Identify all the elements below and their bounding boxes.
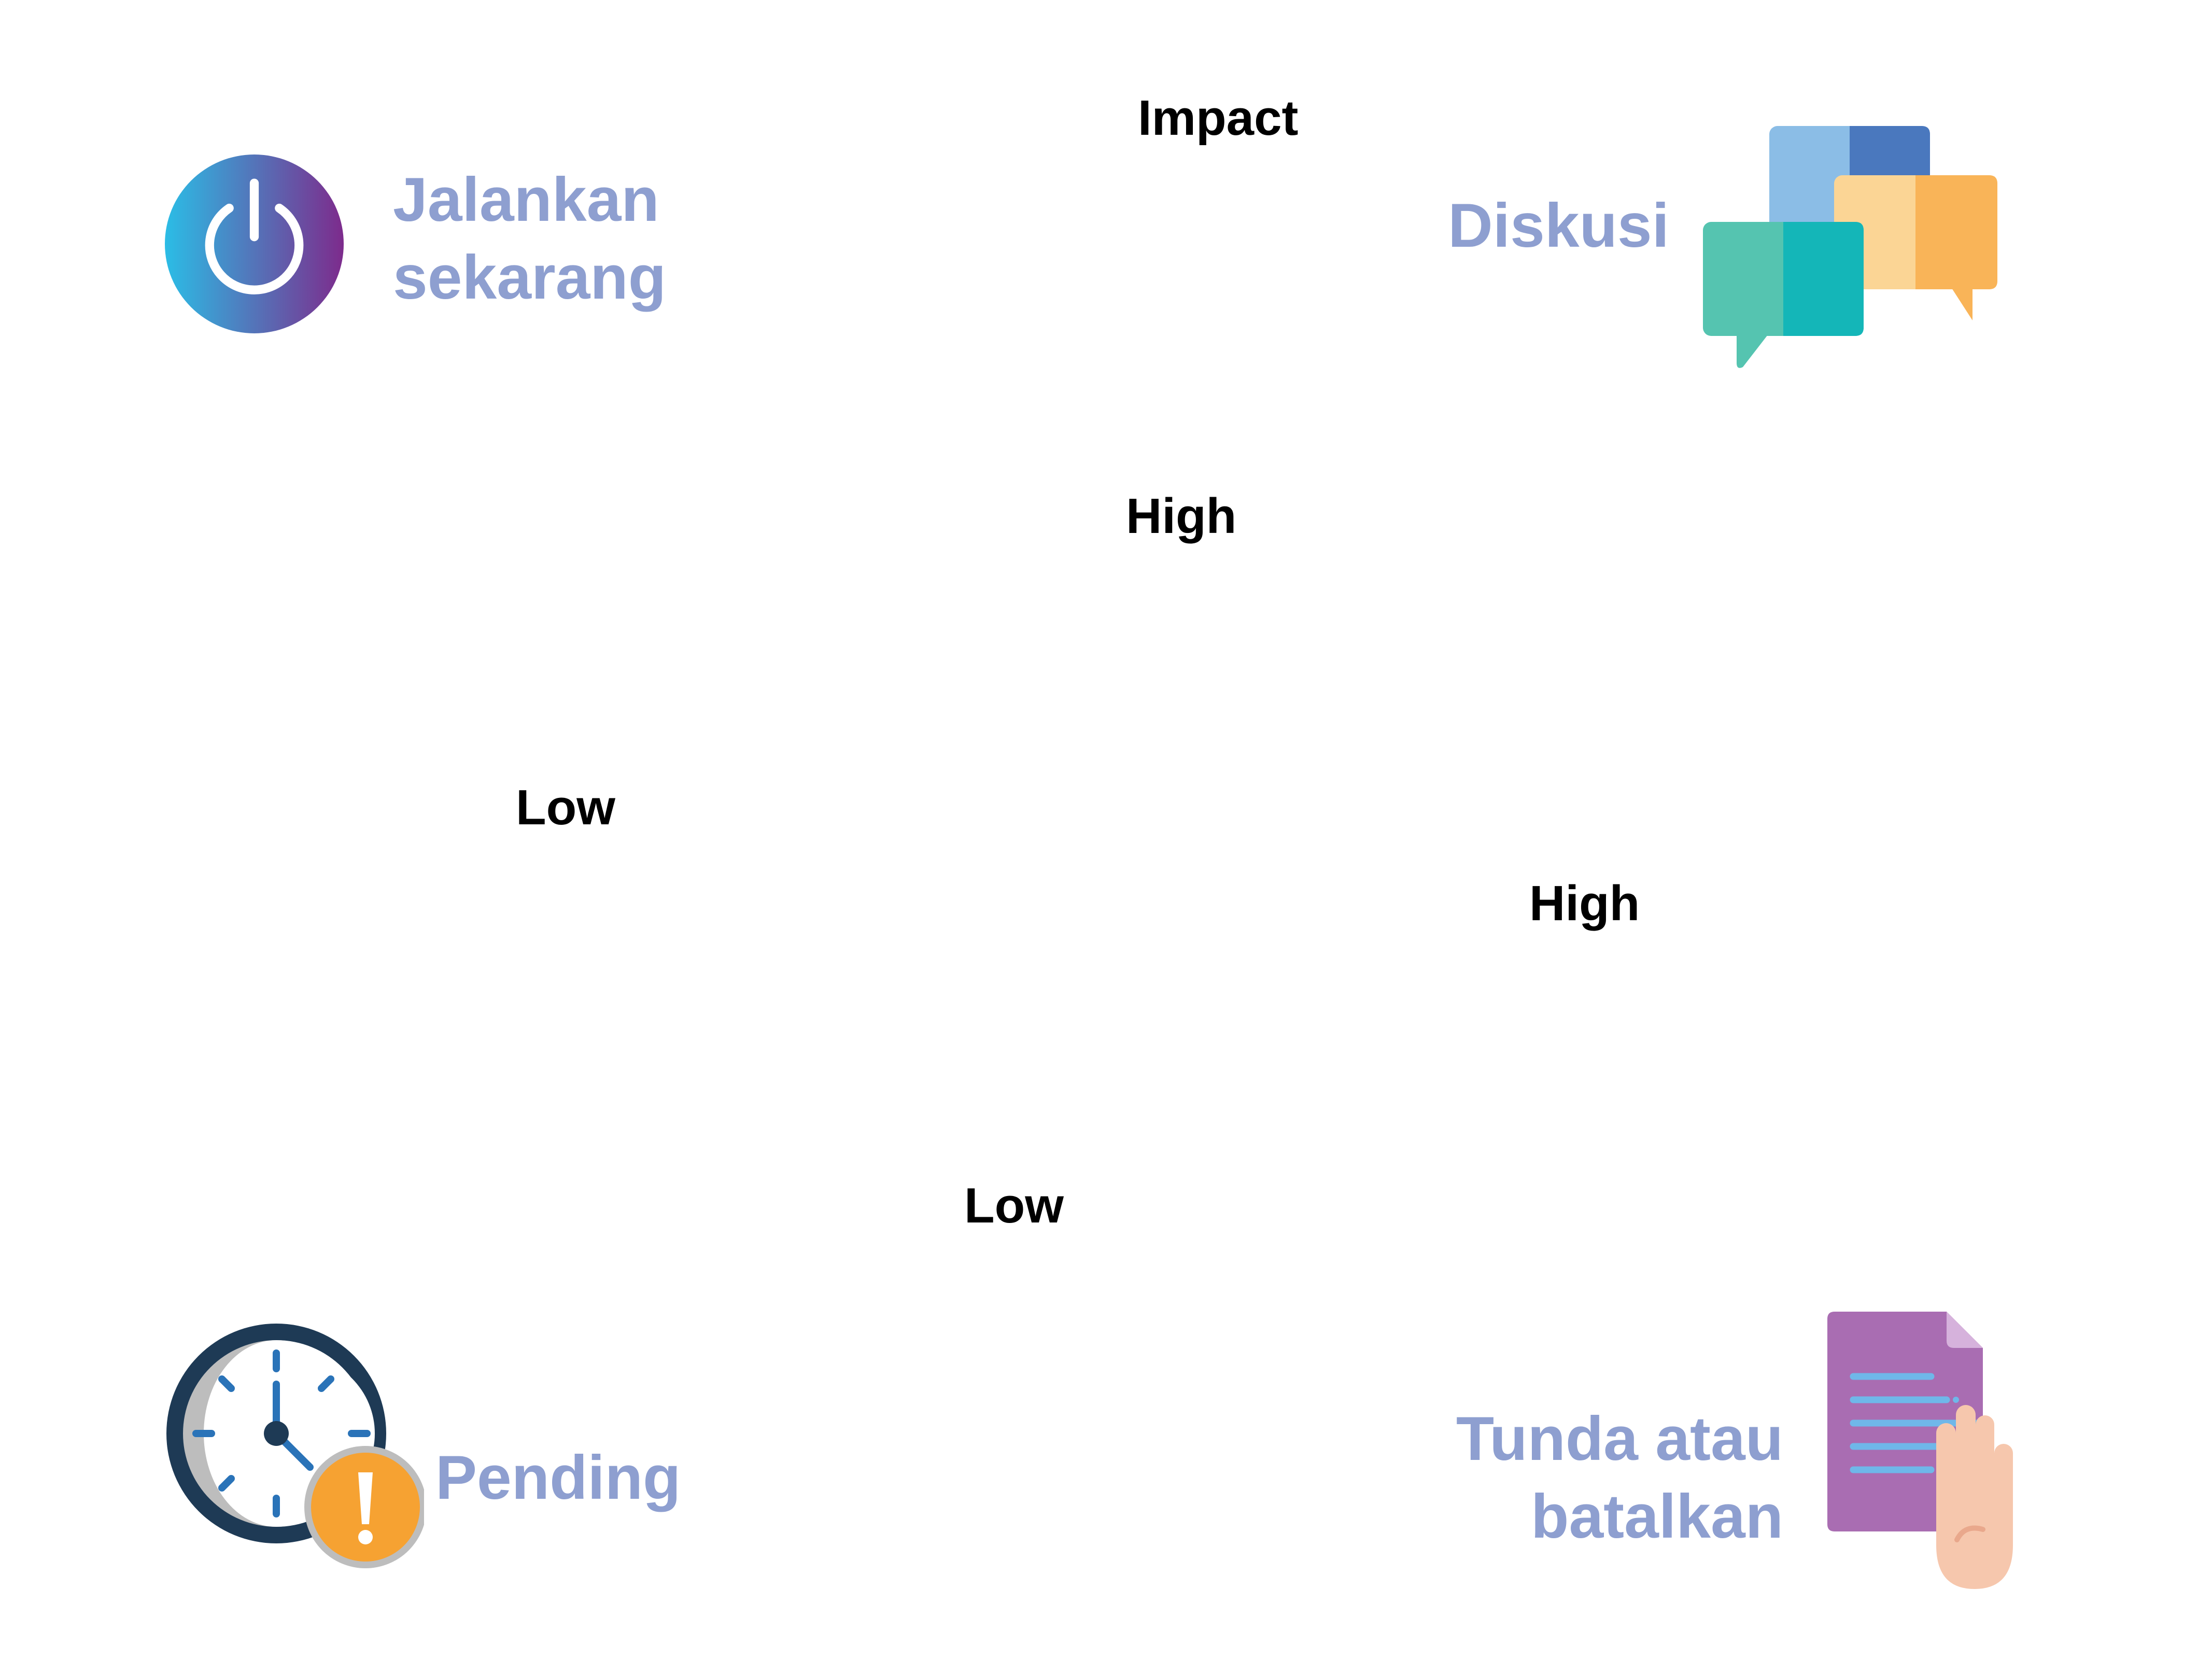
- vertical-axis-low-label: Low: [964, 1178, 1064, 1233]
- horizontal-axis-high-label: High: [1529, 876, 1640, 931]
- document-stop-hand-icon: [1827, 1312, 2035, 1592]
- quadrant-top-left-label: Jalankan sekarang: [393, 161, 666, 316]
- vertical-axis-high-label: High: [1126, 488, 1237, 544]
- quadrant-bottom-left-label: Pending: [435, 1439, 681, 1516]
- quadrant-bottom-right-line1: Tunda atau: [1456, 1404, 1783, 1473]
- horizontal-axis-low-label: Low: [516, 780, 615, 835]
- quadrant-bottom-left-line1: Pending: [435, 1443, 681, 1512]
- quadrant-top-right-label: Diskusi: [1441, 187, 1669, 264]
- vertical-axis-title: Impact: [1138, 90, 1299, 146]
- quadrant-bottom-right-label: Tunda atau batalkan: [1348, 1400, 1783, 1555]
- quadrant-top-left-line2: sekarang: [393, 243, 666, 312]
- chat-bubbles-icon: [1700, 123, 1998, 370]
- quadrant-top-left-line1: Jalankan: [393, 165, 659, 234]
- clock-alert-icon: [165, 1322, 424, 1571]
- power-icon: [165, 154, 344, 333]
- quadrant-top-right-line1: Diskusi: [1448, 191, 1669, 260]
- quadrant-bottom-right-line2: batalkan: [1531, 1482, 1783, 1551]
